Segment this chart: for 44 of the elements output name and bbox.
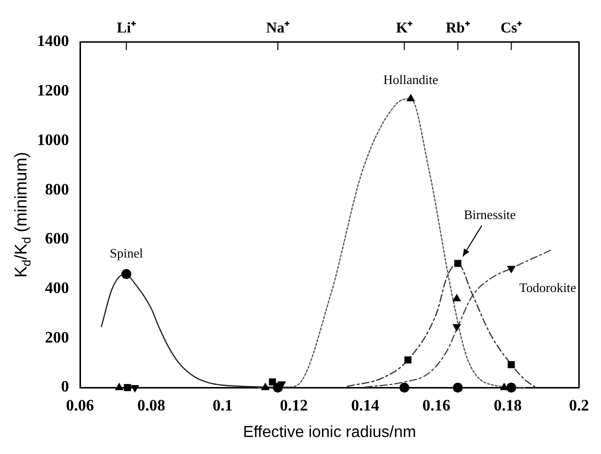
y-tick-label: 600 [45,230,69,248]
point [506,382,516,393]
x-axis-title: Effective ionic radius/nm [242,424,416,441]
x-tick-label: 0.14 [351,397,380,414]
y-tick-label: 400 [45,280,69,297]
y-tick-label: 1200 [37,82,69,100]
point [261,382,270,390]
annotation: Spinel [110,245,144,260]
point [124,384,131,392]
x-tick-label: 0.2 [569,397,589,414]
text: Li⁺ [116,20,136,36]
y-tick-label: 1000 [37,132,69,149]
y-tick-label: 200 [45,329,69,346]
point [452,324,462,332]
x-tick-label: 0.12 [280,397,308,414]
text: Rb⁺ [446,20,470,36]
y-axis-title: Kd/Kd (minimum) [12,152,34,278]
point [130,385,140,393]
point [114,382,124,390]
point [404,356,412,364]
point [452,294,462,302]
annotation: Todorokite [519,280,576,295]
point [454,260,462,267]
x-tick-label: 0.08 [137,397,166,414]
point [508,361,515,368]
x-tick-label: 0.1 [212,397,233,414]
y-tick-label: 0 [61,378,69,396]
y-tick-label: 1400 [37,33,69,50]
text: Na⁺ [266,20,290,36]
point [268,378,276,386]
text: K⁺ [396,20,413,36]
text: Cs⁺ [500,20,522,36]
y-tick-label: 800 [45,181,69,198]
x-tick-label: 0.16 [422,397,450,414]
point [506,266,516,274]
x-tick-label: 0.06 [66,397,94,414]
point [406,94,416,102]
point [399,382,410,393]
x-tick-label: 0.18 [494,397,522,414]
annotation: Birnessite [464,206,516,222]
point [452,382,463,393]
annotation: Hollandite [383,72,438,88]
point [121,269,132,280]
point [272,382,283,393]
